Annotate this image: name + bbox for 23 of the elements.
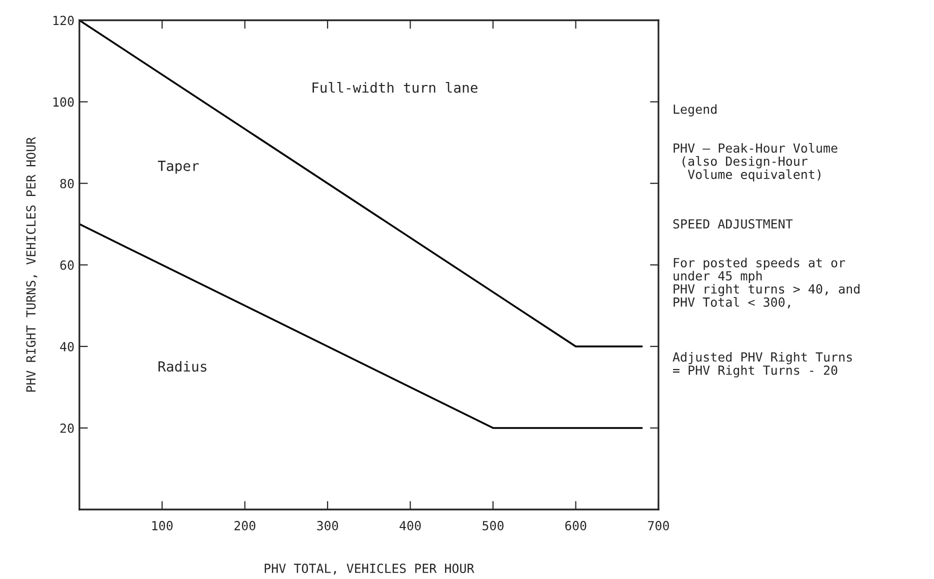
x-tick-label: 700 — [648, 520, 669, 530]
y-tick-label: 100 — [53, 97, 74, 107]
x-tick-label: 100 — [152, 520, 173, 530]
text: SPEED ADJUSTMENT — [673, 219, 793, 229]
y-tick-label: 40 — [60, 342, 74, 352]
y-tick-label: 20 — [60, 423, 74, 433]
annotation: Taper — [158, 160, 199, 174]
text: For posted speeds at or under 45 mph PHV right turns > 40, and PHV Total < 300, — [674, 258, 860, 308]
x-tick-label: 600 — [565, 520, 586, 530]
x-tick-label: 500 — [482, 520, 504, 530]
x-tick-label: 200 — [234, 520, 256, 530]
y-tick-label: 60 — [60, 260, 74, 270]
y-tick-label: 120 — [53, 16, 74, 26]
text: PHV — Peak-Hour Volume (also Design-Hour Volume equivalent) — [674, 143, 838, 182]
y-tick-label: 80 — [60, 178, 74, 188]
x-axis-title: PHV TOTAL, VEHICLES PER HOUR — [264, 564, 474, 575]
annotation: Radius — [158, 360, 206, 372]
x-tick-label: 400 — [400, 520, 421, 530]
text: Legend — [674, 104, 716, 116]
y-axis-title: PHV RIGHT TURNS, VEHICLES PER HOUR — [26, 136, 38, 392]
annotation: Full-width turn lane — [312, 82, 478, 93]
text: Adjusted PHV Right Turns = PHV Right Turns - 20 — [672, 352, 852, 378]
x-tick-label: 300 — [317, 520, 338, 530]
